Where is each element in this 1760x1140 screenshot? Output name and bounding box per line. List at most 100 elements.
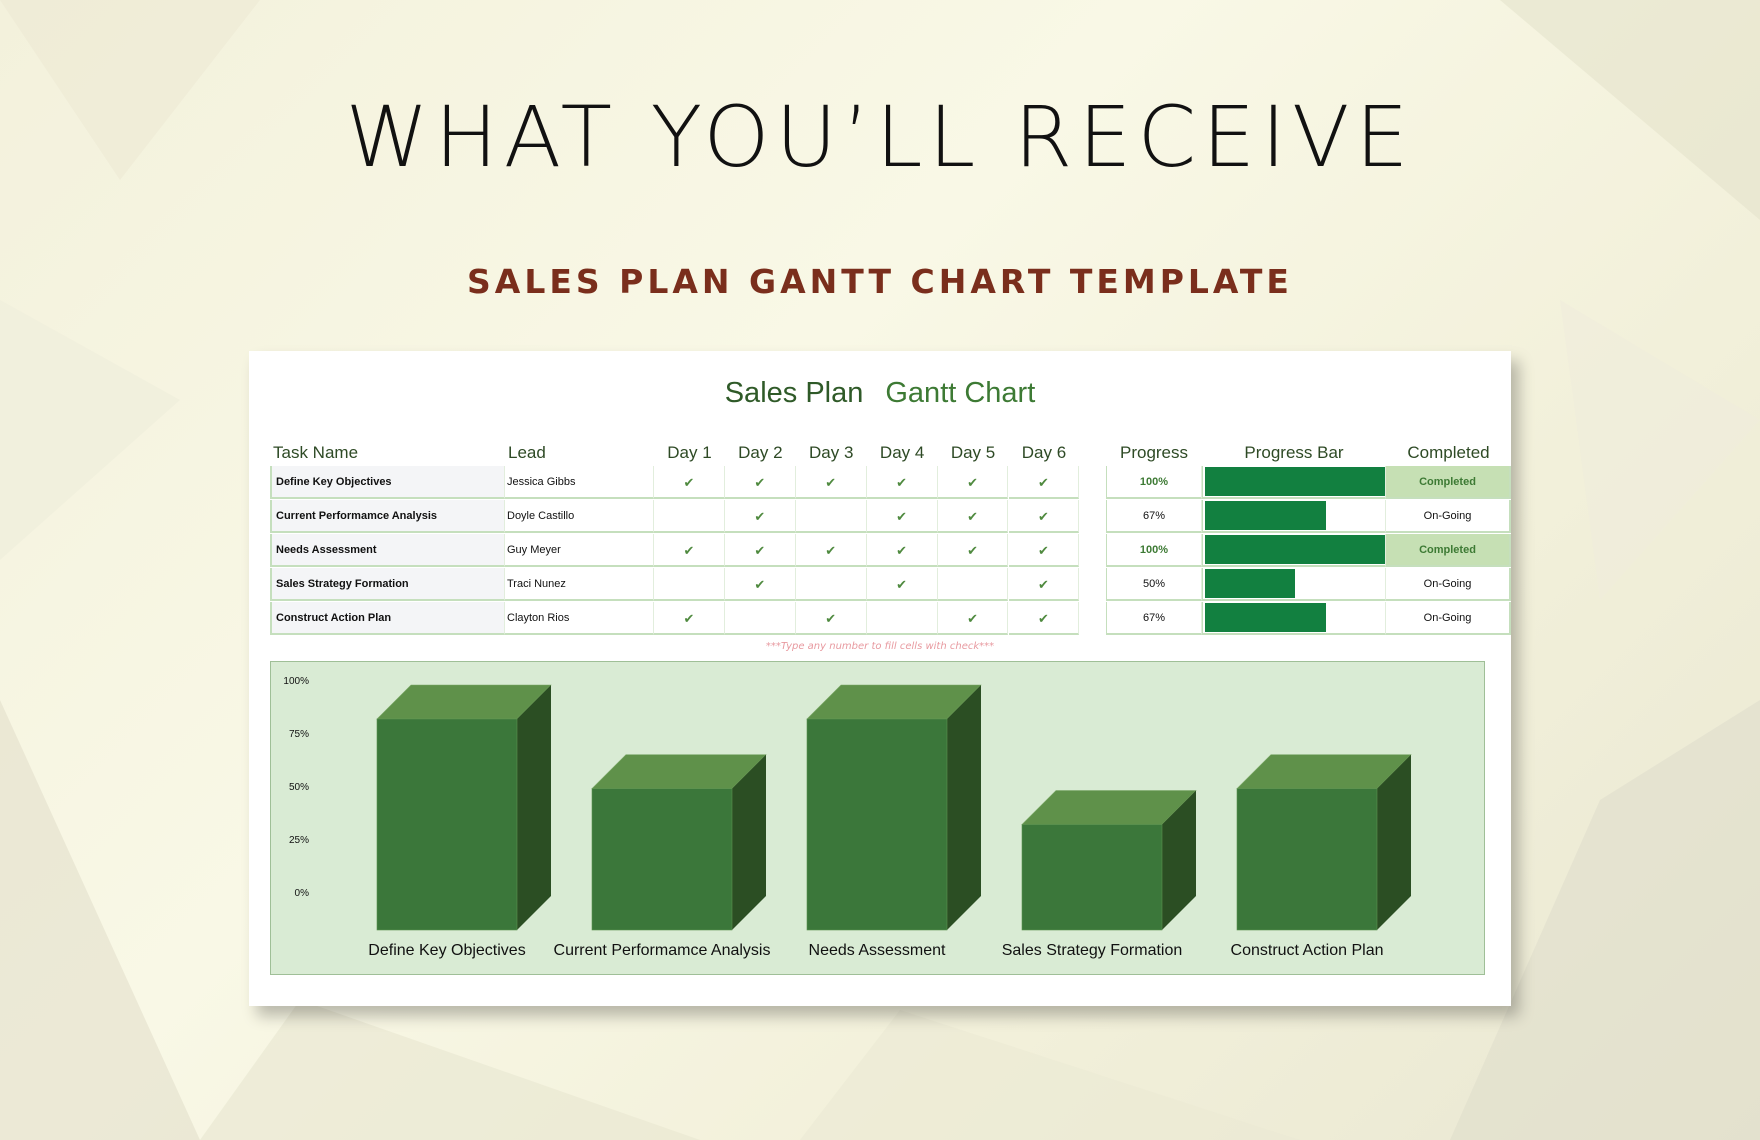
check-icon: ✔ [896,509,908,524]
sheet-title: Sales Plan Gantt Chart [249,377,1511,410]
progress-cell[interactable]: 50% [1106,568,1202,601]
check-icon: ✔ [896,577,908,592]
status-cell[interactable]: On-Going [1386,602,1511,635]
task-name-cell[interactable]: Needs Assessment [270,534,505,567]
day-cell[interactable]: ✔ [654,534,725,567]
day-cell[interactable] [866,602,938,635]
check-icon: ✔ [683,611,695,626]
task-name-cell[interactable]: Define Key Objectives [270,466,505,499]
task-name-cell[interactable]: Sales Strategy Formation [270,568,505,601]
y-tick-label: 25% [289,835,309,846]
progress-bar-fill [1205,501,1326,530]
page-subheading: SALES PLAN GANTT CHART TEMPLATE [467,262,1293,301]
gantt-sheet-preview: Sales Plan Gantt Chart Task Name Lead Day 1… [249,351,1511,1006]
bar-side [947,685,981,930]
day-cell[interactable]: ✔ [1008,602,1080,635]
day-cell[interactable]: ✔ [937,466,1009,499]
progress-cell[interactable]: 100% [1106,534,1202,567]
check-icon: ✔ [1037,611,1049,626]
day-cell[interactable] [937,568,1009,601]
day-cell[interactable]: ✔ [1008,534,1080,567]
check-icon: ✔ [896,475,908,490]
day-cell[interactable] [724,602,796,635]
day-cell[interactable] [795,500,867,533]
day-cell[interactable] [654,568,725,601]
day-cell[interactable]: ✔ [724,500,796,533]
day-cell[interactable]: ✔ [795,534,867,567]
progress-bar-fill [1205,535,1385,564]
day-cell[interactable] [795,568,867,601]
day-cell[interactable]: ✔ [866,568,938,601]
column-header-day-3: Day 3 [809,443,854,462]
x-category-label: Needs Assessment [809,942,947,959]
day-cell[interactable]: ✔ [866,466,938,499]
bar-side [1162,790,1196,930]
check-icon: ✔ [754,577,766,592]
sheet-title-part1: Sales Plan [724,377,864,409]
column-header-task: Task Name [273,443,359,462]
page-heading: WHAT YOU’LL RECEIVE [345,88,1415,186]
bar-side [517,685,551,930]
lead-cell[interactable]: Clayton Rios [505,602,654,635]
lead-cell[interactable]: Doyle Castillo [505,500,654,533]
lead-cell[interactable]: Traci Nunez [505,568,654,601]
status-cell[interactable]: Completed [1386,466,1511,499]
task-name-cell[interactable]: Current Performamce Analysis [270,500,505,533]
lead-cell[interactable]: Jessica Gibbs [505,466,654,499]
check-icon: ✔ [967,475,978,490]
column-header-progress: Progress [1119,443,1189,462]
fill-note: ***Type any number to fill cells with ch… [765,641,995,652]
day-cell[interactable]: ✔ [795,466,867,499]
day-cell[interactable]: ✔ [1008,500,1080,533]
column-header-day-1: Day 1 [667,443,712,462]
check-icon: ✔ [1037,543,1049,558]
progress-chart-svg: 100% 75% 50% 25% 0% Define Key Objectives Curr… [283,676,1412,959]
check-icon: ✔ [825,611,837,626]
status-cell[interactable]: Completed [1386,534,1511,567]
lead-cell[interactable]: Guy Meyer [505,534,654,567]
sheet-title-part2: Gantt Chart [885,377,1036,409]
day-cell[interactable]: ✔ [1008,466,1080,499]
day-cell[interactable]: ✔ [724,568,796,601]
x-category-label: Define Key Objectives [368,942,525,959]
x-category-label: Current Performamce Analysis [554,942,771,959]
task-name-cell[interactable]: Construct Action Plan [270,602,505,635]
status-cell[interactable]: On-Going [1386,568,1511,601]
day-cell[interactable]: ✔ [654,602,725,635]
day-cell[interactable]: ✔ [1008,568,1080,601]
progress-bar-cell [1202,500,1386,533]
bar [806,718,948,931]
progress-cell[interactable]: 100% [1106,466,1202,499]
check-icon: ✔ [825,475,837,490]
day-cell[interactable] [654,500,725,533]
progress-bar-fill [1205,569,1295,598]
check-icon: ✔ [683,475,695,490]
progress-cell[interactable]: 67% [1106,602,1202,635]
bar [376,718,518,931]
day-cell[interactable]: ✔ [937,534,1009,567]
day-cell[interactable]: ✔ [724,534,796,567]
status-cell[interactable]: On-Going [1386,500,1511,533]
day-cell[interactable]: ✔ [866,500,938,533]
progress-bar-cell [1202,534,1386,567]
day-cell[interactable]: ✔ [937,602,1009,635]
progress-bar-cell [1202,466,1386,499]
day-cell[interactable]: ✔ [654,466,725,499]
x-category-label: Construct Action Plan [1231,942,1384,959]
progress-bar-fill [1205,467,1385,496]
day-cell[interactable]: ✔ [866,534,938,567]
day-cell[interactable]: ✔ [724,466,796,499]
progress-cell[interactable]: 67% [1106,500,1202,533]
y-tick-label: 100% [283,676,309,687]
day-cell[interactable]: ✔ [937,500,1009,533]
column-header-lead: Lead [508,443,546,462]
check-icon: ✔ [1037,509,1049,524]
x-category-label: Sales Strategy Formation [1002,942,1183,959]
y-tick-label: 0% [295,888,310,899]
day-cell[interactable]: ✔ [795,602,867,635]
check-icon: ✔ [1037,475,1049,490]
check-icon: ✔ [967,509,978,524]
column-header-day-5: Day 5 [950,443,996,462]
bar [1021,824,1163,931]
